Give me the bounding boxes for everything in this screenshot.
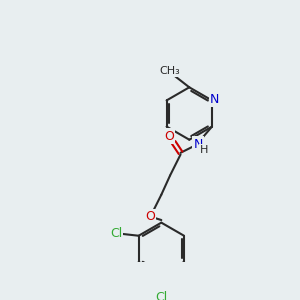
Text: N: N	[210, 93, 219, 106]
Text: N: N	[193, 138, 203, 151]
Text: CH₃: CH₃	[160, 66, 181, 76]
Text: Cl: Cl	[110, 227, 122, 241]
Text: O: O	[145, 210, 155, 223]
Text: Cl: Cl	[155, 291, 167, 300]
Text: H: H	[200, 145, 208, 155]
Text: O: O	[164, 130, 174, 143]
